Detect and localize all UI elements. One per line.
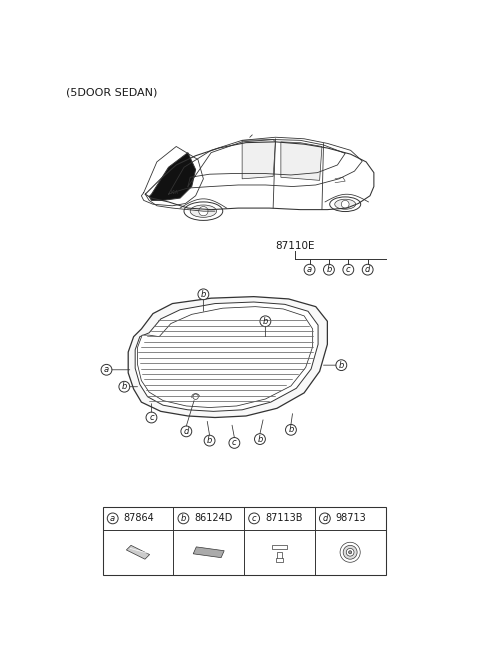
Polygon shape (135, 302, 318, 411)
Polygon shape (126, 545, 150, 559)
Circle shape (341, 200, 349, 208)
Circle shape (348, 551, 352, 554)
Circle shape (101, 364, 112, 375)
Text: b: b (288, 425, 294, 434)
Circle shape (340, 543, 360, 562)
Polygon shape (193, 547, 224, 558)
Circle shape (286, 424, 296, 435)
Text: 98713: 98713 (336, 514, 366, 523)
Circle shape (198, 289, 209, 300)
Circle shape (249, 513, 260, 523)
Circle shape (107, 513, 118, 523)
Text: c: c (149, 413, 154, 422)
Text: 86124D: 86124D (194, 514, 233, 523)
Text: 87113B: 87113B (265, 514, 302, 523)
Polygon shape (281, 142, 322, 180)
Circle shape (260, 316, 271, 327)
Text: b: b (201, 290, 206, 299)
Text: b: b (121, 382, 127, 391)
Text: 87864: 87864 (123, 514, 154, 523)
Text: a: a (110, 514, 115, 523)
Text: (5DOOR SEDAN): (5DOOR SEDAN) (66, 88, 157, 98)
Text: d: d (365, 265, 371, 274)
Text: a: a (307, 265, 312, 274)
Ellipse shape (335, 199, 356, 209)
Text: d: d (322, 514, 327, 523)
Circle shape (343, 264, 354, 275)
Text: b: b (326, 265, 332, 274)
Circle shape (119, 381, 130, 392)
Text: b: b (257, 434, 263, 443)
Bar (276, 558, 283, 562)
Circle shape (199, 207, 208, 216)
Text: a: a (104, 365, 109, 375)
Circle shape (336, 359, 347, 371)
Circle shape (362, 264, 373, 275)
Ellipse shape (330, 197, 360, 211)
Circle shape (193, 394, 198, 400)
Circle shape (346, 548, 354, 556)
Text: c: c (346, 265, 350, 274)
Circle shape (254, 434, 265, 445)
Circle shape (181, 426, 192, 437)
Text: b: b (181, 514, 186, 523)
Circle shape (304, 264, 315, 275)
Text: c: c (232, 438, 237, 447)
Bar (272, 545, 287, 549)
Ellipse shape (190, 205, 216, 217)
Circle shape (204, 435, 215, 446)
Bar (277, 552, 282, 559)
Text: KIA: KIA (170, 190, 179, 195)
Text: b: b (207, 436, 212, 445)
Bar (103, 507, 385, 575)
Text: b: b (338, 361, 344, 370)
Polygon shape (242, 140, 276, 179)
Polygon shape (128, 297, 327, 417)
Text: 87110E: 87110E (275, 241, 314, 251)
Text: b: b (263, 317, 268, 326)
Circle shape (319, 513, 330, 523)
Circle shape (146, 412, 157, 423)
Circle shape (178, 513, 189, 523)
Circle shape (324, 264, 335, 275)
Polygon shape (137, 306, 312, 407)
Text: d: d (184, 427, 189, 436)
Text: c: c (252, 514, 256, 523)
Ellipse shape (184, 202, 223, 220)
Polygon shape (149, 153, 196, 200)
Circle shape (343, 545, 357, 559)
Circle shape (229, 438, 240, 448)
